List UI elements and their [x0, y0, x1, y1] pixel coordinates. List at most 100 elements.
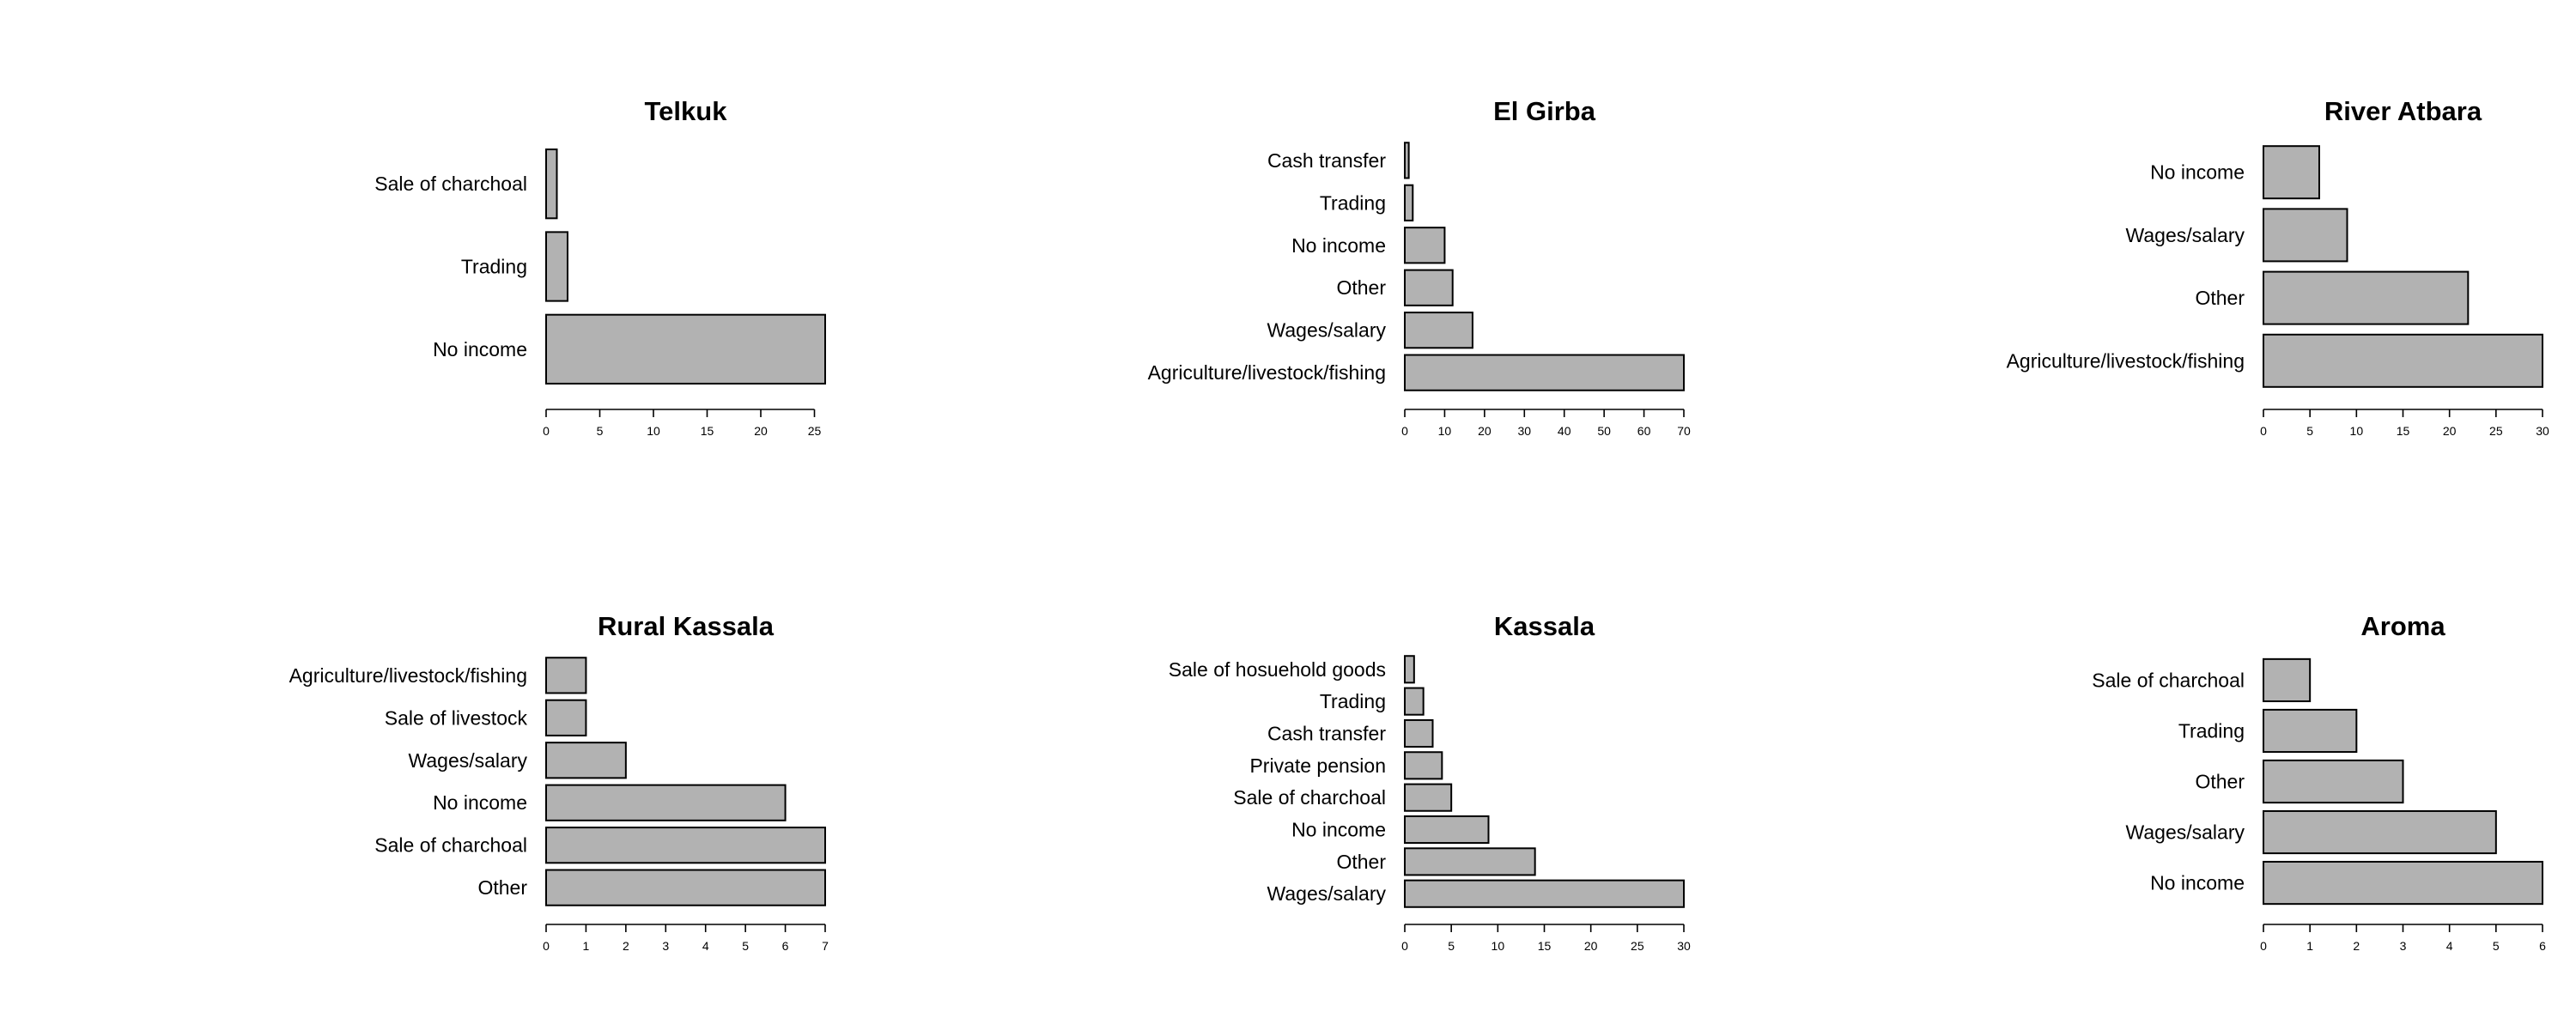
bar	[1404, 783, 1453, 812]
bar	[1404, 269, 1454, 306]
bar	[1404, 815, 1490, 845]
bar	[1404, 184, 1414, 221]
x-tick-label: 3	[2400, 939, 2407, 953]
category-label: Other	[2195, 287, 2245, 309]
bar	[2263, 708, 2358, 754]
category-label: Cash transfer	[1267, 722, 1386, 744]
x-tick-label: 50	[1597, 424, 1611, 438]
bar	[545, 827, 826, 864]
category-label: No income	[2150, 872, 2245, 894]
category-label: Agriculture/livestock/fishing	[1148, 361, 1386, 384]
bar	[545, 869, 826, 906]
x-tick-label: 60	[1637, 424, 1651, 438]
category-label: Private pension	[1249, 754, 1386, 777]
category-label: Other	[477, 876, 527, 899]
x-tick-label: 15	[1538, 939, 1552, 953]
category-label: No income	[2150, 161, 2245, 184]
bar	[2263, 333, 2543, 388]
chart-title: River Atbara	[2324, 96, 2482, 126]
x-tick-label: 10	[1492, 939, 1505, 953]
x-tick-label: 0	[2260, 424, 2267, 438]
x-tick-label: 15	[2397, 424, 2410, 438]
chart-panel: River Atbara Agriculture/livestock/fishin…	[2007, 96, 2549, 438]
chart-title: Telkuk	[645, 96, 728, 126]
bar	[2263, 809, 2497, 855]
x-tick-label: 30	[1517, 424, 1531, 438]
bar	[545, 148, 558, 220]
x-tick-label: 1	[2306, 939, 2313, 953]
bar	[1404, 312, 1473, 349]
category-label: Wages/salary	[409, 749, 528, 772]
x-tick-label: 10	[647, 424, 660, 438]
x-tick-label: 70	[1677, 424, 1691, 438]
x-tick-label: 4	[2446, 939, 2453, 953]
chart-title: El Girba	[1493, 96, 1596, 126]
chart-title: Aroma	[2360, 611, 2445, 641]
x-tick-label: 7	[822, 939, 829, 953]
category-label: Sale of charchoal	[374, 834, 527, 857]
category-label: Wages/salary	[1267, 319, 1387, 342]
category-label: Sale of livestock	[385, 706, 528, 729]
x-tick-label: 5	[1448, 939, 1455, 953]
x-tick-label: 0	[2260, 939, 2267, 953]
x-tick-label: 6	[782, 939, 789, 953]
bar	[2263, 208, 2348, 263]
category-label: Other	[1336, 276, 1386, 299]
chart-title: Rural Kassala	[598, 611, 775, 641]
x-tick-label: 20	[1584, 939, 1598, 953]
chart-panel: Telkuk No income Trading Sale of charchoal 0…	[374, 96, 826, 438]
x-tick-label: 6	[2539, 939, 2546, 953]
category-label: Agriculture/livestock/fishing	[2007, 349, 2245, 372]
bar	[545, 742, 627, 779]
x-tick-label: 30	[1677, 939, 1691, 953]
category-label: Sale of charchoal	[1233, 786, 1386, 809]
x-tick-label: 0	[543, 939, 550, 953]
bar	[1404, 879, 1685, 908]
x-tick-label: 40	[1558, 424, 1571, 438]
x-tick-label: 5	[742, 939, 749, 953]
x-tick-label: 15	[701, 424, 714, 438]
x-tick-label: 5	[2306, 424, 2313, 438]
x-tick-label: 30	[2536, 424, 2549, 438]
bar	[1404, 718, 1434, 748]
category-label: No income	[1291, 819, 1386, 841]
category-label: No income	[433, 338, 527, 360]
chart-panel: Aroma No income Wages/salary Other Trading Sa…	[2092, 611, 2546, 953]
x-tick-label: 5	[2493, 939, 2500, 953]
x-tick-label: 0	[1401, 939, 1408, 953]
bar	[1404, 687, 1425, 716]
category-label: Other	[1336, 851, 1386, 873]
x-tick-label: 25	[1631, 939, 1644, 953]
chart-panel: El Girba Agriculture/livestock/fishing Wag…	[1148, 96, 1691, 438]
category-label: Trading	[461, 256, 527, 278]
x-tick-label: 10	[1438, 424, 1452, 438]
category-label: Agriculture/livestock/fishing	[289, 664, 527, 687]
bar	[545, 657, 587, 694]
bar	[1404, 142, 1410, 179]
x-tick-label: 10	[2350, 424, 2364, 438]
x-tick-label: 0	[1401, 424, 1408, 438]
chart-panel: Rural Kassala Other Sale of charchoal No in…	[289, 611, 829, 953]
bar	[1404, 227, 1446, 264]
category-label: Wages/salary	[2126, 821, 2245, 844]
bar	[545, 313, 826, 385]
chart-panel: Kassala Wages/salary Other No income Sale of…	[1169, 611, 1691, 953]
category-label: Trading	[1320, 191, 1386, 214]
bar	[2263, 759, 2404, 804]
bar	[2263, 860, 2543, 906]
bar	[1404, 751, 1443, 780]
x-tick-label: 4	[702, 939, 709, 953]
bar	[1404, 354, 1685, 391]
x-tick-label: 20	[2443, 424, 2457, 438]
bar	[1404, 847, 1536, 876]
category-label: No income	[1291, 234, 1386, 257]
bar	[545, 699, 587, 736]
x-tick-label: 5	[597, 424, 604, 438]
bar	[545, 784, 787, 821]
bar	[2263, 657, 2312, 703]
x-tick-label: 3	[662, 939, 669, 953]
category-label: Sale of charchoal	[2092, 669, 2245, 691]
x-tick-label: 25	[808, 424, 822, 438]
category-label: Sale of hosuehold goods	[1169, 658, 1386, 681]
